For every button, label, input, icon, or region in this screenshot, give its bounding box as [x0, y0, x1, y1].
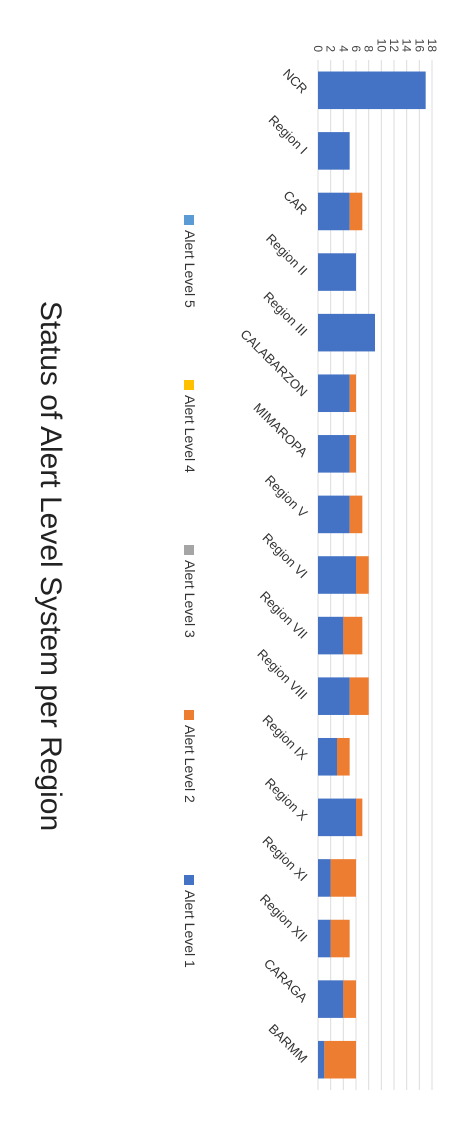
bar-alert-level-2-barmm: [324, 1040, 356, 1079]
bar-alert-level-2-calabarzon: [349, 374, 356, 413]
bar-alert-level-1-region-i: [317, 132, 350, 170]
y-tick-label: 6: [349, 45, 363, 52]
y-tick-label: 12: [387, 39, 401, 53]
bar-alert-level-2-region-viii: [349, 677, 369, 715]
legend-swatch-alert-level-4: [184, 380, 194, 390]
category-label-region-ii: Region II: [263, 231, 310, 278]
category-label-region-vi: Region VI: [260, 530, 311, 581]
y-tick-label: 14: [400, 39, 414, 53]
legend-label-alert-level-1: Alert Level 1: [182, 890, 198, 968]
legend-swatch-alert-level-2: [184, 710, 194, 720]
bar-alert-level-2-region-vi: [355, 556, 369, 594]
category-label-region-x: Region X: [262, 775, 311, 824]
category-label-region-i: Region I: [266, 112, 311, 157]
legend: Alert Level 5 Alert Level 4 Alert Level 3 A…: [182, 215, 198, 968]
category-label-region-viii: Region VIII: [254, 646, 310, 702]
bar-alert-level-1-region-vi: [318, 556, 356, 594]
bar-alert-level-1-region-ix: [318, 737, 337, 776]
category-label-region-xii: Region XII: [257, 891, 311, 945]
chart-title: Status of Alert Level System per Region: [34, 301, 67, 831]
category-label-ncr: NCR: [280, 66, 311, 97]
category-label-car: CAR: [280, 188, 310, 218]
category-label-region-v: Region V: [262, 472, 311, 521]
legend-swatch-alert-level-3: [184, 545, 194, 555]
y-tick-label: 16: [412, 39, 426, 53]
bar-alert-level-2-region-vii: [343, 616, 363, 655]
bar-alert-level-2-region-xii: [330, 919, 350, 958]
bar-alert-level-1-region-x: [318, 798, 356, 837]
bar-alert-level-2-caraga: [343, 980, 356, 1018]
category-label-barmm: BARMM: [266, 1021, 311, 1066]
bar-alert-level-2-region-xi: [330, 859, 356, 897]
y-tick-label: 4: [336, 45, 350, 52]
category-label-region-iii: Region III: [261, 289, 311, 339]
legend-label-alert-level-5: Alert Level 5: [182, 230, 198, 308]
bar-alert-level-1-region-ii: [318, 253, 356, 291]
bar-alert-level-2-mimaropa: [349, 435, 356, 473]
category-label-caraga: CARAGA: [261, 956, 311, 1006]
y-tick-label: 10: [374, 39, 388, 53]
legend-label-alert-level-2: Alert Level 2: [182, 725, 198, 803]
bar-alert-level-1-calabarzon: [317, 374, 350, 413]
category-label-region-vii: Region VII: [257, 588, 311, 642]
bar-series: [317, 71, 426, 1079]
bar-alert-level-1-ncr: [318, 71, 426, 110]
bar-alert-level-2-region-v: [349, 495, 363, 534]
bar-alert-level-1-car: [317, 192, 350, 231]
category-label-mimaropa: MIMAROPA: [251, 400, 311, 460]
y-tick-label: 2: [324, 45, 338, 52]
bar-alert-level-2-region-x: [356, 798, 363, 837]
bar-alert-level-1-mimaropa: [317, 435, 350, 473]
category-label-region-ix: Region IX: [260, 712, 311, 763]
bar-alert-level-1-region-viii: [317, 677, 350, 715]
legend-label-alert-level-4: Alert Level 4: [182, 395, 198, 473]
category-label-region-xi: Region XI: [260, 833, 311, 884]
bar-alert-level-1-region-iii: [318, 313, 375, 352]
legend-label-alert-level-3: Alert Level 3: [182, 560, 198, 638]
bar-alert-level-1-caraga: [318, 980, 344, 1018]
bar-alert-level-1-barmm: [318, 1040, 325, 1079]
bar-alert-level-1-region-xi: [317, 859, 331, 897]
bar-alert-level-1-region-v: [317, 495, 350, 534]
bar-alert-level-2-region-ix: [336, 737, 350, 776]
y-tick-label: 18: [425, 39, 439, 53]
bar-alert-level-1-region-xii: [317, 919, 331, 958]
legend-swatch-alert-level-5: [184, 215, 194, 225]
bar-alert-level-2-car: [349, 192, 363, 231]
y-tick-label: 0: [311, 45, 325, 52]
y-tick-label: 8: [362, 45, 376, 52]
legend-swatch-alert-level-1: [184, 875, 194, 885]
bar-alert-level-1-region-vii: [318, 616, 344, 655]
